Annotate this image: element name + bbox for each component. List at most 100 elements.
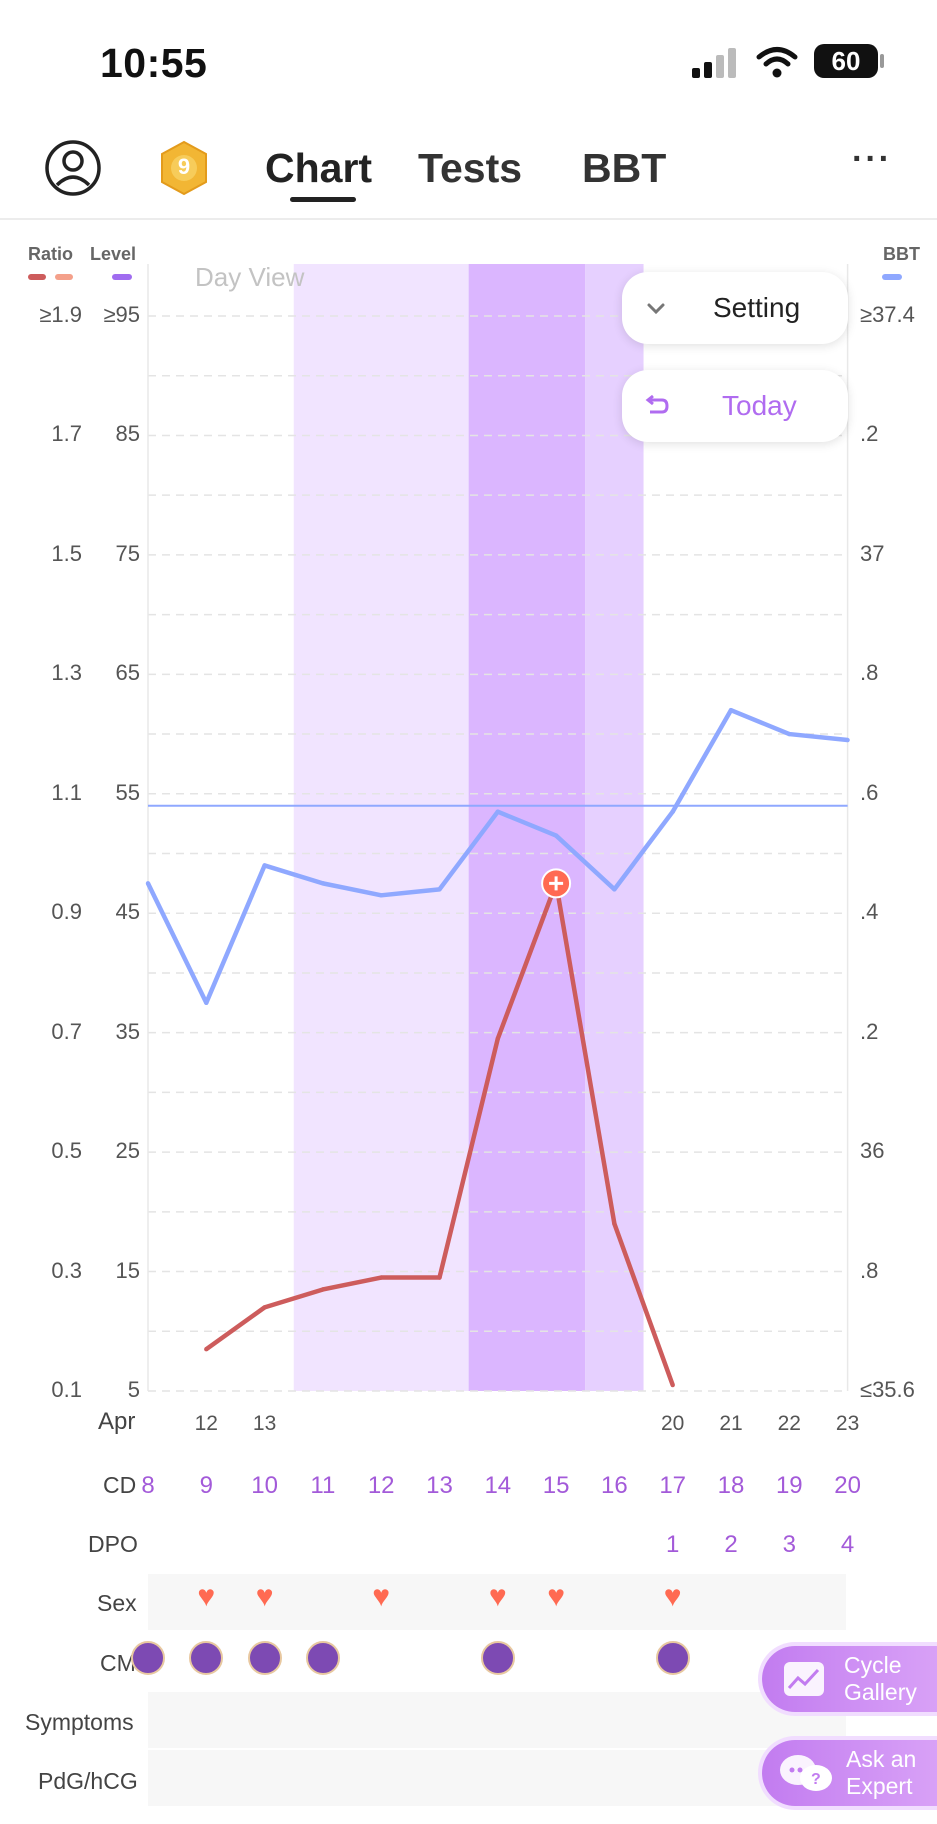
- sex-row-label: Sex: [97, 1590, 137, 1616]
- bbt-tick: .8: [860, 660, 879, 686]
- today-button[interactable]: Today: [622, 370, 848, 442]
- heart-icon[interactable]: ♥: [255, 1580, 274, 1613]
- badge-icon: [161, 140, 207, 196]
- cervical-mucus-icon[interactable]: [305, 1641, 340, 1675]
- cd-value: 18: [717, 1472, 745, 1499]
- ratio-tick: 0.1: [51, 1377, 82, 1402]
- ratio-point[interactable]: [379, 1275, 384, 1280]
- cervical-mucus-icon[interactable]: [189, 1641, 224, 1675]
- bbt-tick: .6: [860, 779, 879, 805]
- level-tick: 15: [115, 1257, 140, 1283]
- x-tick-label[interactable]: 15: [369, 1412, 393, 1435]
- heart-icon[interactable]: ♥: [663, 1580, 682, 1613]
- bbt-point[interactable]: [204, 1000, 209, 1006]
- x-tick-label[interactable]: 22: [777, 1412, 801, 1435]
- x-tick-label[interactable]: 14: [311, 1412, 335, 1435]
- setting-button[interactable]: Setting: [622, 272, 848, 344]
- bbt-point[interactable]: [437, 887, 442, 892]
- heart-icon[interactable]: ♥: [547, 1580, 565, 1613]
- x-tick-label[interactable]: 18: [544, 1412, 568, 1435]
- cycle-gallery-label-1: Cycle: [844, 1652, 902, 1678]
- tab-bbt[interactable]: BBT: [582, 145, 667, 191]
- level-tick: 5: [127, 1377, 140, 1402]
- symptoms-row-bg: [148, 1692, 846, 1748]
- x-tick-label[interactable]: 19: [602, 1412, 627, 1435]
- return-arrow-icon: [645, 394, 669, 414]
- ratio-point[interactable]: [670, 1382, 675, 1388]
- more-menu-button[interactable]: ···: [852, 140, 892, 178]
- ratio-axis-header: Ratio: [28, 244, 73, 264]
- fertility-chart[interactable]: [0, 0, 937, 1400]
- level-axis-header: Level: [90, 244, 137, 264]
- bbt-point[interactable]: [612, 887, 617, 892]
- cycle-gallery-button[interactable]: Cycle Gallery: [762, 1646, 937, 1712]
- cd-value: 13: [426, 1472, 453, 1499]
- cd-value: 8: [141, 1472, 155, 1499]
- tab-chart[interactable]: Chart: [265, 145, 373, 191]
- ask-expert-button[interactable]: ? Ask an Expert: [762, 1740, 937, 1806]
- badge-level: 9: [177, 154, 191, 179]
- x-tick-label[interactable]: 13: [252, 1412, 277, 1435]
- setting-label: Setting: [713, 292, 801, 323]
- bbt-tick: .8: [860, 1257, 879, 1283]
- cd-value: 9: [199, 1472, 213, 1499]
- ratio-point[interactable]: [204, 1346, 209, 1352]
- x-tick-label[interactable]: 21: [719, 1412, 743, 1435]
- bbt-point[interactable]: [320, 881, 326, 886]
- status-time: 10:55: [100, 40, 208, 86]
- ratio-point[interactable]: [262, 1305, 267, 1310]
- cd-value: 17: [659, 1472, 687, 1499]
- ratio-point[interactable]: [437, 1275, 442, 1280]
- bbt-point[interactable]: [670, 809, 675, 814]
- x-tick-label[interactable]: 16: [427, 1412, 452, 1435]
- cervical-mucus-icon[interactable]: [655, 1641, 690, 1675]
- bbt-tick: .2: [860, 421, 879, 447]
- bbt-point[interactable]: [845, 737, 850, 743]
- ratio-tick: 1.3: [51, 660, 82, 686]
- x-tick-label[interactable]: 12: [194, 1412, 218, 1435]
- cd-value: 16: [601, 1472, 628, 1499]
- cd-value: 12: [367, 1472, 395, 1499]
- bbt-point[interactable]: [262, 863, 267, 868]
- bbt-tick: 37: [860, 540, 885, 566]
- level-tick: 25: [115, 1138, 140, 1164]
- cervical-mucus-icon[interactable]: [131, 1641, 165, 1675]
- tab-tests[interactable]: Tests: [418, 145, 523, 191]
- heart-icon[interactable]: ♥: [372, 1580, 391, 1613]
- cd-value: 19: [775, 1472, 803, 1499]
- heart-icon[interactable]: ♥: [488, 1580, 507, 1613]
- svg-text:?: ?: [811, 1771, 821, 1788]
- cervical-mucus-icon[interactable]: [480, 1641, 515, 1675]
- heart-icon[interactable]: ♥: [197, 1580, 216, 1613]
- x-tick-label[interactable]: 17: [486, 1412, 510, 1435]
- ratio-point[interactable]: [495, 1036, 500, 1041]
- bbt-tick: .2: [860, 1018, 879, 1044]
- cervical-mucus-icon[interactable]: [247, 1641, 282, 1675]
- level-badge[interactable]: 9: [158, 140, 210, 196]
- level-tick: 65: [115, 660, 140, 686]
- bbt-point[interactable]: [145, 881, 151, 886]
- x-tick-label[interactable]: 20: [661, 1412, 685, 1435]
- ratio-point[interactable]: [612, 1221, 617, 1226]
- bbt-point[interactable]: [728, 707, 734, 713]
- ratio-tick: 0.9: [51, 899, 82, 925]
- cd-value: 15: [542, 1472, 570, 1499]
- x-tick-label[interactable]: 23: [835, 1412, 860, 1435]
- fertile-band: [293, 264, 469, 1391]
- bbt-point[interactable]: [787, 731, 792, 737]
- profile-icon[interactable]: [44, 139, 102, 197]
- level-tick: 35: [115, 1018, 140, 1044]
- fertile-band-late: [585, 264, 644, 1391]
- ratio-tick: 1.5: [51, 540, 82, 566]
- bbt-point[interactable]: [379, 893, 384, 898]
- dpo-row-label: DPO: [88, 1531, 138, 1557]
- bbt-tick: ≥37.4: [860, 302, 915, 327]
- peak-plus-icon: [549, 876, 564, 891]
- bbt-point[interactable]: [495, 809, 500, 814]
- bbt-point[interactable]: [553, 833, 559, 838]
- tab-active-underline: [290, 197, 356, 202]
- level-tick: 75: [115, 540, 140, 566]
- cd-value: 20: [834, 1472, 861, 1499]
- level-tick: ≥95: [103, 302, 140, 327]
- ratio-point[interactable]: [320, 1287, 326, 1292]
